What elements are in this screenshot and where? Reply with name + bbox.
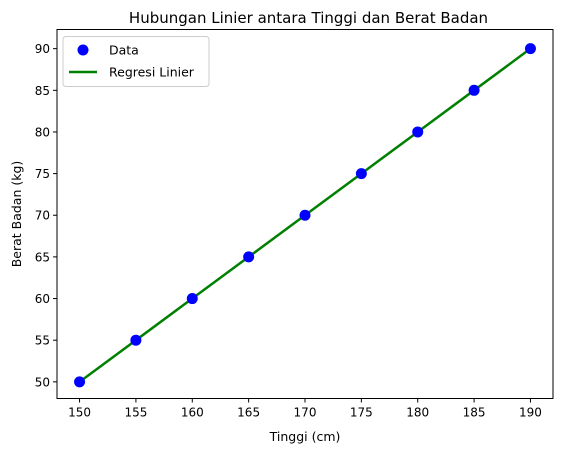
x-tick-label: 150 — [68, 406, 91, 420]
data-points-layer — [74, 43, 536, 388]
y-tick-label: 90 — [35, 42, 50, 56]
x-tick-label: 155 — [124, 406, 147, 420]
x-axis-ticks: 150 155 160 165 170 175 180 185 190 — [68, 398, 542, 420]
y-tick-label: 85 — [35, 84, 50, 98]
legend-marker-data — [77, 44, 89, 56]
data-point — [468, 84, 480, 96]
data-point — [299, 209, 311, 221]
x-tick-label: 180 — [406, 406, 429, 420]
legend: Data Regresi Linier — [62, 36, 210, 87]
x-tick-label: 185 — [463, 406, 486, 420]
y-tick-label: 60 — [35, 292, 50, 306]
legend-label-regression: Regresi Linier — [109, 65, 195, 80]
y-axis-ticks: 50 55 60 65 70 75 80 85 90 — [35, 42, 57, 389]
x-tick-label: 165 — [237, 406, 260, 420]
y-axis-label: Berat Badan (kg) — [9, 161, 24, 268]
data-point — [186, 293, 198, 305]
data-point — [355, 168, 367, 180]
data-point — [412, 126, 424, 138]
x-tick-label: 160 — [181, 406, 204, 420]
x-tick-label: 175 — [350, 406, 373, 420]
x-axis-label: Tinggi (cm) — [269, 429, 341, 444]
x-tick-label: 190 — [519, 406, 542, 420]
x-tick-label: 170 — [294, 406, 317, 420]
data-point — [524, 43, 536, 55]
y-tick-label: 70 — [35, 209, 50, 223]
y-tick-label: 50 — [35, 375, 50, 389]
data-point — [74, 376, 86, 388]
legend-label-data: Data — [109, 43, 139, 58]
legend-frame — [62, 36, 210, 87]
y-tick-label: 80 — [35, 125, 50, 139]
plot-area — [56, 29, 554, 399]
data-point — [243, 251, 255, 263]
data-point — [130, 334, 142, 346]
y-tick-label: 65 — [35, 250, 50, 264]
y-tick-label: 75 — [35, 167, 50, 181]
y-tick-label: 55 — [35, 334, 50, 348]
chart-title: Hubungan Linier antara Tinggi dan Berat … — [129, 9, 488, 27]
